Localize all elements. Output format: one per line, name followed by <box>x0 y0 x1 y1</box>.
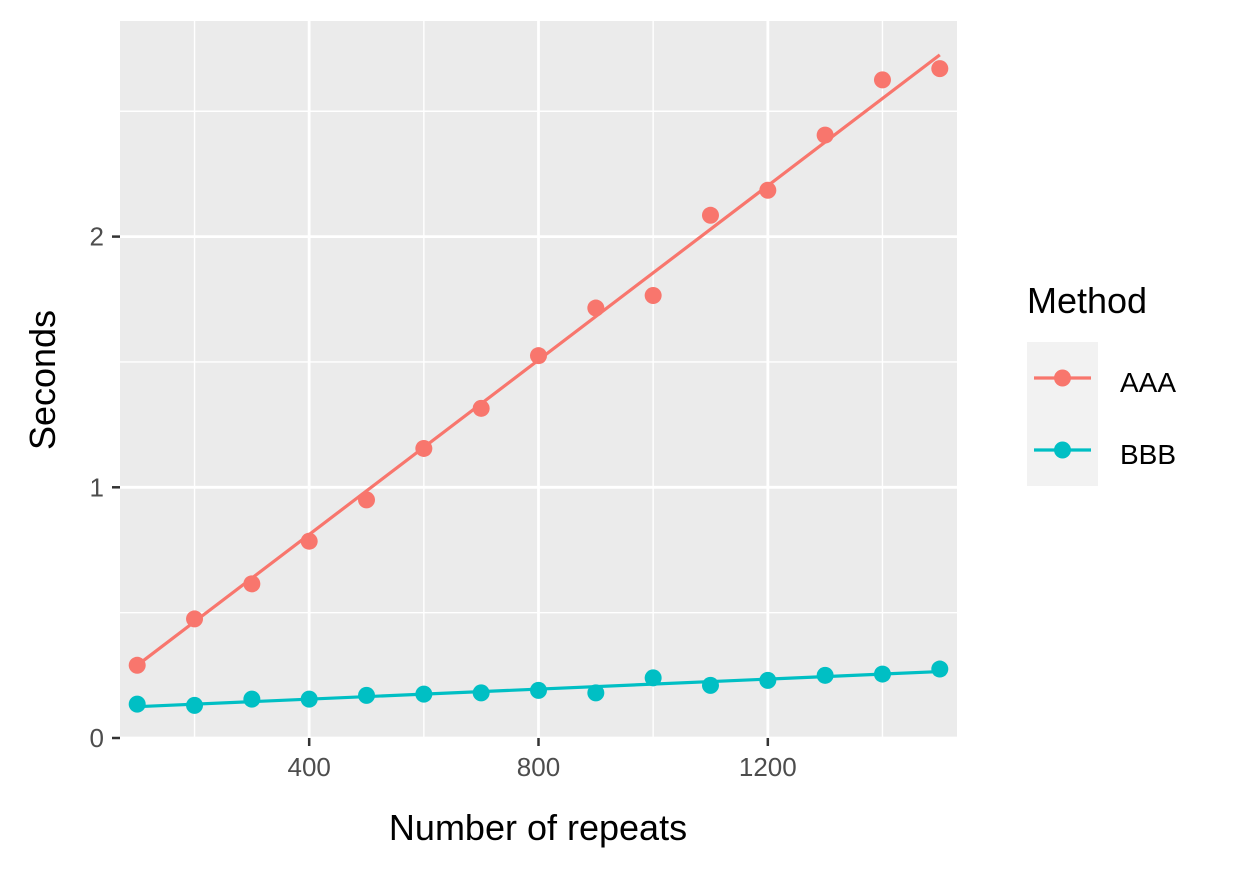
data-point-bbb <box>472 684 490 702</box>
data-point-bbb <box>530 681 547 699</box>
data-point-bbb <box>816 666 834 684</box>
data-point-bbb <box>415 685 433 703</box>
x-axis-title: Number of repeats <box>389 807 687 848</box>
data-point-aaa <box>587 299 605 317</box>
data-point-bbb <box>358 686 376 704</box>
data-point-aaa <box>472 399 490 417</box>
data-point-aaa <box>931 60 949 78</box>
data-point-aaa <box>186 610 204 628</box>
data-point-bbb <box>128 695 146 713</box>
data-point-bbb <box>931 660 949 678</box>
data-point-aaa <box>358 491 376 509</box>
data-point-aaa <box>128 656 146 674</box>
data-point-bbb <box>243 690 261 708</box>
data-point-bbb <box>873 665 891 683</box>
legend-key-point-aaa <box>1054 369 1071 387</box>
data-point-aaa <box>759 181 777 199</box>
legend: Method AAA BBB <box>1027 280 1176 486</box>
data-point-bbb <box>759 671 777 689</box>
data-point-aaa <box>644 287 662 305</box>
data-point-bbb <box>587 684 605 702</box>
data-point-bbb <box>300 690 318 708</box>
x-axis: 400 800 1200 <box>287 738 797 782</box>
data-point-aaa <box>530 347 547 365</box>
legend-key-background <box>1027 342 1098 486</box>
legend-keys <box>1034 369 1091 459</box>
x-tick-label: 400 <box>287 752 330 782</box>
x-tick-label: 1200 <box>739 752 797 782</box>
data-point-aaa <box>300 532 318 550</box>
legend-title: Method <box>1027 280 1147 321</box>
data-point-aaa <box>873 71 891 89</box>
y-axis-title: Seconds <box>22 310 63 450</box>
y-tick-label: 0 <box>90 723 104 753</box>
legend-label-bbb: BBB <box>1120 439 1176 470</box>
data-point-aaa <box>701 206 719 224</box>
x-tick-label: 800 <box>517 752 560 782</box>
data-point-bbb <box>701 676 719 694</box>
y-tick-label: 1 <box>90 472 104 502</box>
data-point-aaa <box>415 439 433 457</box>
y-axis: 0 1 2 <box>90 222 120 753</box>
legend-key-point-bbb <box>1054 441 1071 459</box>
data-point-aaa <box>816 126 834 144</box>
data-point-bbb <box>644 669 662 687</box>
y-tick-label: 2 <box>90 222 104 252</box>
legend-label-aaa: AAA <box>1120 367 1176 398</box>
data-points <box>128 60 949 714</box>
data-point-aaa <box>243 575 261 593</box>
data-point-bbb <box>186 696 204 714</box>
